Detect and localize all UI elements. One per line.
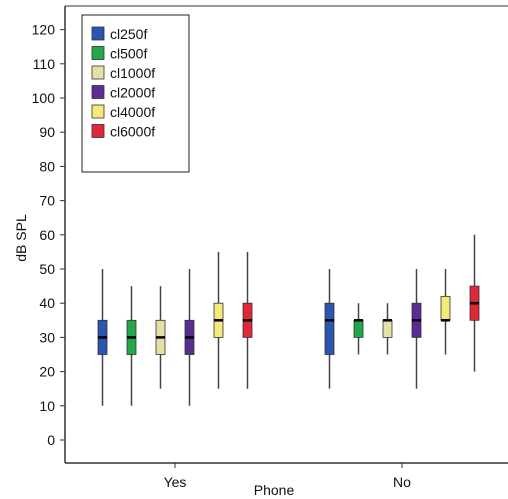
x-axis: Yes No [65, 5, 508, 490]
legend-swatch [91, 46, 105, 60]
box-plot-series [97, 234, 480, 406]
y-tick-label: 50 [39, 261, 55, 277]
y-tick-label: 20 [39, 364, 55, 380]
y-axis: 0 10 20 30 40 50 60 70 80 90 100 110 120 [32, 6, 66, 463]
legend-item-cl2000f: cl2000f [91, 85, 155, 101]
legend-label: cl250f [110, 26, 147, 42]
y-tick-label: 80 [39, 158, 55, 174]
legend-label: cl4000f [110, 104, 155, 120]
box-cl1000f-yes [155, 286, 166, 389]
box-cl4000f-no [440, 269, 451, 355]
legend-item-cl6000f: cl6000f [91, 124, 155, 140]
legend-item-cl1000f: cl1000f [91, 65, 155, 81]
box-cl2000f-yes [184, 269, 195, 406]
box-cl6000f-yes [242, 251, 253, 389]
box-cl250f-no [324, 269, 335, 389]
legend-label: cl2000f [110, 85, 155, 101]
x-tick-label: Yes [164, 474, 187, 490]
iqr-box [440, 295, 451, 321]
box-cl500f-yes [126, 286, 137, 406]
legend-swatch [91, 124, 105, 138]
box-cl500f-no [353, 303, 364, 355]
y-tick-label: 90 [39, 124, 55, 140]
iqr-box [353, 319, 364, 338]
legend-label: cl500f [110, 46, 147, 62]
box-cl1000f-no [382, 303, 393, 355]
iqr-box [382, 319, 393, 338]
y-tick-label: 0 [47, 432, 55, 448]
box-cl4000f-yes [213, 251, 224, 389]
box-cl6000f-no [469, 234, 480, 372]
legend: cl250f cl500f cl1000f cl2000f cl4000f cl6000f [81, 14, 190, 173]
legend-item-cl500f: cl500f [91, 46, 147, 62]
legend-swatch [91, 104, 105, 119]
y-axis-title: dB SPL [13, 214, 29, 262]
y-tick-label: 100 [32, 90, 56, 106]
x-axis-title: Phone [254, 482, 295, 498]
legend-swatch [91, 65, 105, 80]
box-cl250f-yes [97, 269, 108, 406]
legend-item-cl250f: cl250f [91, 26, 147, 42]
iqr-box [324, 302, 335, 355]
y-tick-label: 70 [39, 193, 55, 209]
x-tick-label: No [393, 474, 411, 490]
box-cl2000f-no [411, 269, 422, 389]
legend-label: cl1000f [110, 65, 155, 81]
legend-swatch [91, 85, 105, 99]
legend-item-cl4000f: cl4000f [91, 104, 155, 120]
legend-label: cl6000f [110, 124, 155, 140]
y-tick-label: 30 [39, 329, 55, 345]
legend-swatch [91, 26, 105, 41]
y-tick-label: 120 [32, 22, 56, 38]
y-tick-label: 110 [33, 56, 56, 72]
y-tick-label: 60 [39, 227, 55, 243]
y-tick-label: 10 [39, 398, 55, 414]
y-tick-label: 40 [39, 295, 55, 311]
